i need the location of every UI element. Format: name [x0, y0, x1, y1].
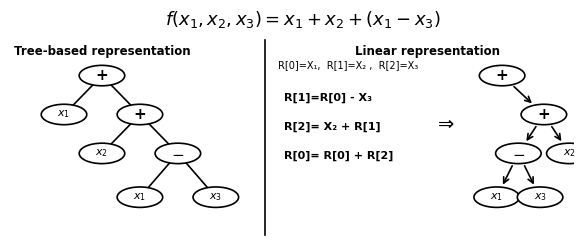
Text: Linear representation: Linear representation — [355, 45, 500, 58]
Circle shape — [474, 187, 520, 207]
Text: +: + — [496, 68, 509, 83]
Text: R[1]=R[0] - X₃: R[1]=R[0] - X₃ — [284, 92, 372, 103]
Text: Tree-based representation: Tree-based representation — [14, 45, 190, 58]
Text: +: + — [95, 68, 108, 83]
Circle shape — [521, 104, 566, 125]
Text: $x_1$: $x_1$ — [134, 191, 146, 203]
Circle shape — [193, 187, 239, 207]
FancyArrowPatch shape — [433, 119, 460, 127]
Text: R[0]= R[0] + R[2]: R[0]= R[0] + R[2] — [284, 151, 393, 161]
Text: $-$: $-$ — [171, 146, 184, 161]
Text: R[0]=X₁,  R[1]=X₂ ,  R[2]=X₃: R[0]=X₁, R[1]=X₂ , R[2]=X₃ — [278, 60, 418, 70]
Circle shape — [495, 143, 541, 164]
Circle shape — [117, 187, 162, 207]
Text: $f(x_1,x_2,x_3)=x_1+x_2+(x_1-x_3)$: $f(x_1,x_2,x_3)=x_1+x_2+(x_1-x_3)$ — [165, 9, 440, 30]
Circle shape — [79, 143, 125, 164]
Text: $x_3$: $x_3$ — [209, 191, 223, 203]
Circle shape — [155, 143, 201, 164]
Text: +: + — [538, 107, 550, 122]
Text: R[2]= X₂ + R[1]: R[2]= X₂ + R[1] — [284, 122, 380, 132]
Circle shape — [79, 65, 125, 86]
Circle shape — [517, 187, 563, 207]
Text: $\Rightarrow$: $\Rightarrow$ — [434, 113, 455, 133]
Circle shape — [547, 143, 578, 164]
Text: $x_1$: $x_1$ — [490, 191, 503, 203]
Text: $-$: $-$ — [512, 146, 525, 161]
Text: $x_2$: $x_2$ — [563, 148, 576, 159]
Text: $x_1$: $x_1$ — [57, 108, 71, 120]
Text: $x_3$: $x_3$ — [533, 191, 547, 203]
Circle shape — [479, 65, 525, 86]
Circle shape — [117, 104, 162, 125]
Text: $x_2$: $x_2$ — [95, 148, 109, 159]
Text: +: + — [134, 107, 146, 122]
Circle shape — [41, 104, 87, 125]
